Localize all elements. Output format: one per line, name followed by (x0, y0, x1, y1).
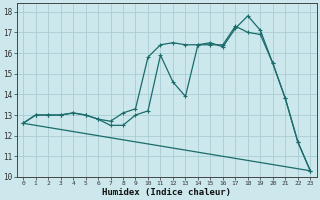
X-axis label: Humidex (Indice chaleur): Humidex (Indice chaleur) (102, 188, 231, 197)
